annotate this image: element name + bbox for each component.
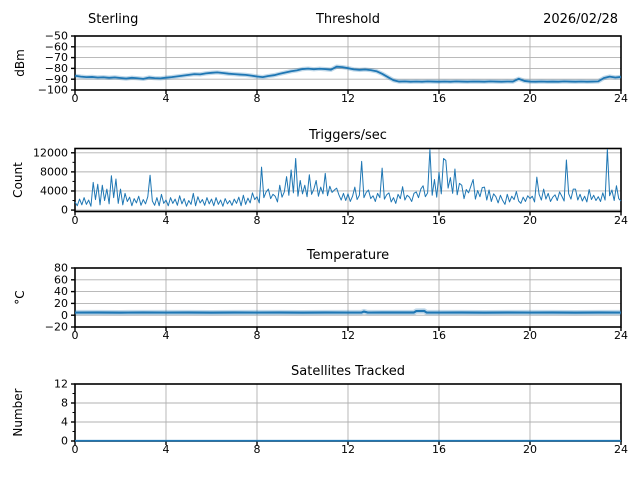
- plot-title: Triggers/sec: [308, 128, 387, 143]
- x-tick-label: 4: [163, 214, 170, 227]
- x-tick-label: 4: [163, 443, 170, 456]
- y-tick-label: −80: [45, 62, 68, 75]
- y-tick-label: 12: [54, 378, 68, 391]
- x-tick-label: 20: [523, 443, 537, 456]
- y-tick-label: 4000: [40, 185, 68, 198]
- y-axis-label: Number: [11, 388, 25, 436]
- x-tick-label: 16: [432, 443, 446, 456]
- y-tick-label: −60: [45, 40, 68, 53]
- plot-triggers: 0 4 8 12 16 20 24 0 4000 8000 12000 Triggers/sec Cou…: [11, 128, 628, 227]
- y-tick-label: 0: [61, 435, 68, 448]
- plot-satellites: 0 4 8 12 16 20 24 0 4 8 12 Satellites Tracked Number: [11, 364, 628, 456]
- x-tick-label: 0: [72, 214, 79, 227]
- y-tick-label: 8: [61, 397, 68, 410]
- x-tick-label: 20: [523, 214, 537, 227]
- x-tick-label: 0: [72, 443, 79, 456]
- x-tick-label: 12: [341, 443, 355, 456]
- series-temperature-c: [74, 309, 622, 314]
- series-rssi-threshold-dbm: [74, 65, 622, 83]
- plot-title-right: 2026/02/28: [543, 12, 618, 27]
- plot-title: Satellites Tracked: [291, 364, 405, 379]
- y-tick-label: −20: [45, 321, 68, 334]
- x-tick-label: 24: [614, 329, 628, 342]
- plot-title: Threshold: [315, 12, 380, 27]
- x-tick-label: 8: [254, 329, 261, 342]
- x-tick-label: 20: [523, 92, 537, 105]
- x-tick-label: 24: [614, 443, 628, 456]
- x-tick-label: 12: [341, 92, 355, 105]
- x-tick-label: 16: [432, 329, 446, 342]
- y-tick-label: 0: [61, 204, 68, 217]
- y-tick-label: −100: [38, 84, 68, 97]
- x-tick-label: 24: [614, 92, 628, 105]
- y-tick-label: 80: [54, 262, 68, 275]
- plot-threshold: 0 4 8 12 16 20 24 −100−90−80−70−60−50 Sterling Th…: [13, 12, 628, 105]
- y-tick-label: 8000: [40, 166, 68, 179]
- x-tick-label: 8: [254, 92, 261, 105]
- x-tick-label: 8: [254, 443, 261, 456]
- y-tick-label: −70: [45, 51, 68, 64]
- x-tick-label: 8: [254, 214, 261, 227]
- y-tick-label: 0: [61, 309, 68, 322]
- x-tick-label: 4: [163, 92, 170, 105]
- x-tick-label: 0: [72, 92, 79, 105]
- x-tick-label: 12: [341, 329, 355, 342]
- y-axis-label: dBm: [13, 49, 27, 77]
- x-tick-label: 16: [432, 92, 446, 105]
- x-tick-label: 4: [163, 329, 170, 342]
- series-trigger-count: [74, 148, 622, 207]
- plot-title-left: Sterling: [88, 12, 138, 27]
- y-axis-label: Count: [11, 162, 25, 198]
- y-tick-label: 4: [61, 416, 68, 429]
- y-axis-label: °C: [13, 290, 27, 304]
- x-tick-label: 20: [523, 329, 537, 342]
- y-tick-label: 20: [54, 297, 68, 310]
- y-tick-label: 60: [54, 273, 68, 286]
- x-tick-label: 12: [341, 214, 355, 227]
- x-tick-label: 24: [614, 214, 628, 227]
- y-tick-label: 12000: [33, 146, 68, 159]
- y-tick-label: −90: [45, 73, 68, 86]
- x-tick-label: 0: [72, 329, 79, 342]
- x-tick-label: 16: [432, 214, 446, 227]
- y-tick-label: −50: [45, 30, 68, 43]
- plot-title: Temperature: [306, 248, 389, 263]
- y-tick-label: 40: [54, 285, 68, 298]
